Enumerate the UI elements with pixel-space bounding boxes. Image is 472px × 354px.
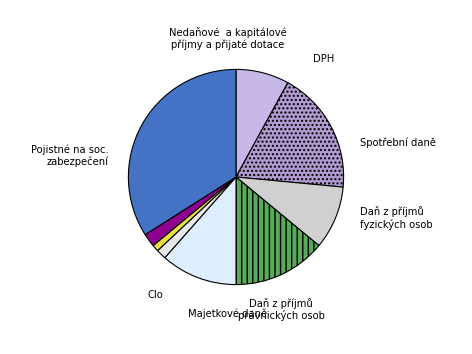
Text: DPH: DPH [313,53,335,64]
Wedge shape [145,177,236,246]
Text: Majetkové daně: Majetkové daně [188,308,267,319]
Wedge shape [236,69,288,177]
Text: Pojistné na soc.
zabezpečení: Pojistné na soc. zabezpečení [31,144,109,167]
Wedge shape [158,177,236,258]
Text: Daň z příjmů
právnických osob: Daň z příjmů právnických osob [238,297,325,321]
Wedge shape [236,177,319,285]
Text: Daň z příjmů
fyzických osob: Daň z příjmů fyzických osob [360,206,432,230]
Wedge shape [128,69,236,235]
Wedge shape [165,177,236,285]
Wedge shape [153,177,236,251]
Text: Nedaňové  a kapitálové
příjmy a přijaté dotace: Nedaňové a kapitálové příjmy a přijaté d… [169,27,286,50]
Text: Spotřební daně: Spotřební daně [360,137,436,148]
Wedge shape [236,177,343,246]
Text: Clo: Clo [147,290,163,300]
Wedge shape [236,83,344,187]
